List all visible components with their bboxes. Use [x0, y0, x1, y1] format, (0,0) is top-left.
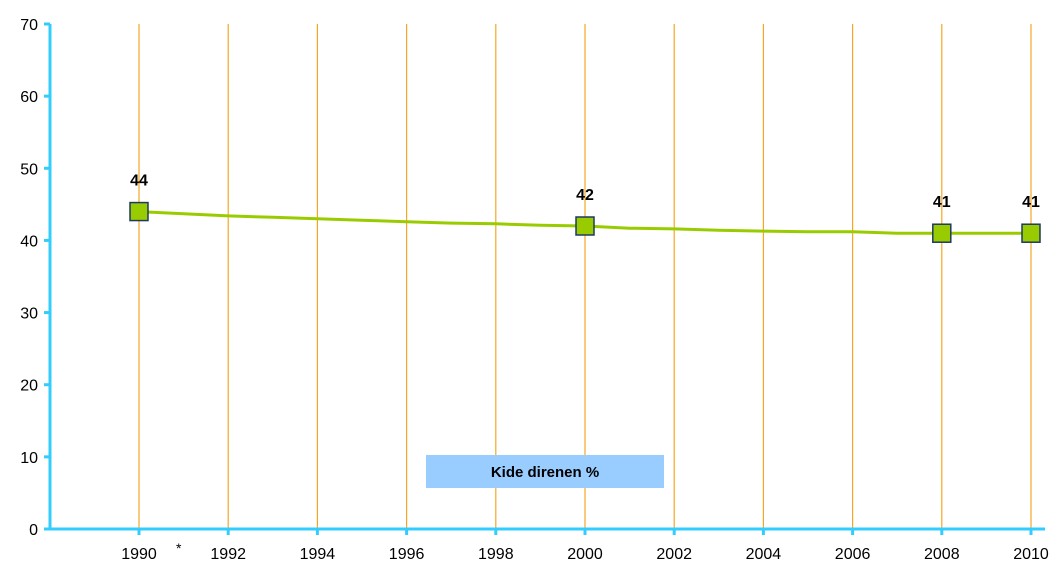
x-tick-label-2004: 2004	[746, 546, 782, 563]
y-tick-label-70: 70	[20, 17, 38, 34]
data-label-2010: 41	[1022, 194, 1040, 211]
y-tick-label-0: 0	[29, 522, 38, 539]
legend-label: Kide direnen %	[491, 464, 599, 481]
y-tick-label-10: 10	[20, 450, 38, 467]
marker-2010	[1021, 223, 1041, 243]
y-tick-label-40: 40	[20, 233, 38, 250]
data-label-1990: 44	[130, 173, 148, 190]
data-label-2008: 41	[933, 194, 951, 211]
x-tick-label-2000: 2000	[567, 546, 603, 563]
legend: Kide direnen %	[426, 455, 664, 488]
x-tick-label-1998: 1998	[478, 546, 514, 563]
y-tick-label-20: 20	[20, 378, 38, 395]
marker-1990	[129, 201, 149, 222]
x-tick-label-2002: 2002	[656, 546, 692, 563]
marker-2008	[932, 223, 952, 243]
y-tick-label-50: 50	[20, 161, 38, 178]
x-tick-label-2006: 2006	[835, 546, 871, 563]
data-label-2000: 42	[576, 187, 594, 204]
marker-2000	[575, 216, 595, 236]
y-tick-label-60: 60	[20, 89, 38, 106]
y-tick-label-30: 30	[20, 306, 38, 323]
x-tick-label-1992: 1992	[210, 546, 246, 563]
x-tick-label-2008: 2008	[924, 546, 960, 563]
legend-box	[426, 455, 664, 488]
x-tick-label-1996: 1996	[389, 546, 425, 563]
x-tick-label-1990: 1990	[121, 546, 157, 563]
axes	[48, 24, 1045, 531]
x-tick-label-1994: 1994	[300, 546, 336, 563]
x-ticks: 1990 1992 1994 1996 1998 2000 2002 2004 2006 2008…	[121, 529, 1049, 563]
gridlines	[138, 24, 1032, 529]
y-ticks: 0 10 20 30 40 50 60 70	[20, 17, 50, 539]
data-labels: 44 42 41 41	[130, 173, 1040, 212]
footnote-asterisk: *	[176, 540, 182, 556]
x-tick-label-2010: 2010	[1013, 546, 1049, 563]
series	[129, 201, 1041, 243]
